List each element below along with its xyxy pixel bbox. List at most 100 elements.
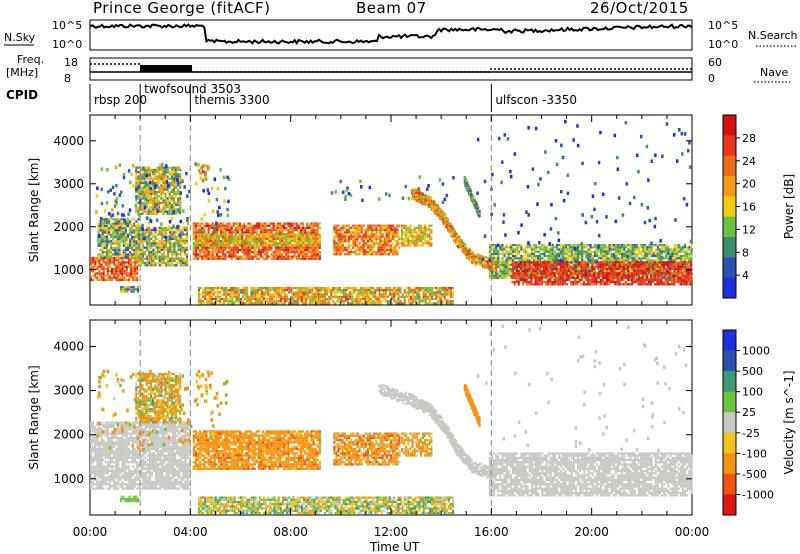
echo-cell xyxy=(384,297,387,301)
echo-cell xyxy=(158,244,161,247)
echo-cell xyxy=(426,286,429,290)
echo-cell xyxy=(383,253,386,256)
echo-cell xyxy=(547,252,550,255)
echo-cell xyxy=(585,255,588,258)
echo-cell xyxy=(396,231,399,234)
echo-cell xyxy=(422,231,425,234)
echo-cell xyxy=(348,226,351,229)
echo-cell xyxy=(113,276,116,279)
echo-cell xyxy=(381,242,384,245)
echo-cell xyxy=(409,235,412,238)
echo-cell xyxy=(439,291,442,294)
echo-cell xyxy=(604,244,607,247)
echo-cell xyxy=(302,293,305,296)
echo-cell xyxy=(616,257,619,260)
echo-cell xyxy=(100,263,103,266)
echo-cell xyxy=(426,240,429,243)
echo-cell xyxy=(266,242,269,245)
echo-cell xyxy=(278,239,281,242)
echo-cell xyxy=(260,286,263,290)
echo-cell xyxy=(539,272,542,275)
echo-cell xyxy=(347,297,350,301)
echo-cell xyxy=(101,235,104,238)
echo-cell xyxy=(151,190,154,193)
echo-cell xyxy=(539,257,542,260)
echo-cell xyxy=(175,264,178,267)
echo-cell xyxy=(100,259,103,262)
echo-cell xyxy=(129,270,132,273)
echo-cell xyxy=(137,237,140,240)
echo-cell xyxy=(520,257,523,260)
echo-cell xyxy=(572,257,575,260)
echo-cell xyxy=(132,276,135,279)
echo-cell xyxy=(256,300,259,303)
echo-cell xyxy=(264,239,267,242)
echo-cell xyxy=(570,250,573,253)
echo-cell xyxy=(266,235,269,238)
echo-cell xyxy=(541,252,544,255)
echo-cell xyxy=(393,300,396,303)
echo-cell xyxy=(314,229,317,232)
echo-cell xyxy=(511,259,514,262)
echo-cell xyxy=(505,261,508,264)
echo-cell xyxy=(310,255,313,258)
echo-cell xyxy=(302,239,305,242)
echo-cell xyxy=(170,190,173,193)
echo-cell xyxy=(547,250,550,253)
echo-cell xyxy=(150,237,153,240)
echo-cell xyxy=(114,242,117,245)
echo-cell xyxy=(166,206,169,209)
echo-cell xyxy=(135,220,138,223)
echo-cell xyxy=(250,289,253,292)
echo-cell xyxy=(364,237,367,240)
echo-cell xyxy=(392,246,395,249)
echo-cell xyxy=(312,253,315,256)
echo-cell xyxy=(337,240,340,243)
echo-cell xyxy=(392,253,395,256)
echo-cell xyxy=(244,293,247,296)
echo-cell xyxy=(105,246,108,249)
echo-cell xyxy=(170,197,173,200)
echo-cell xyxy=(497,263,500,266)
echo-cell xyxy=(373,242,376,245)
echo-cell xyxy=(234,253,237,256)
echo-cell xyxy=(173,244,176,247)
echo-cell xyxy=(627,248,630,251)
echo-cell xyxy=(654,252,657,255)
echo-cell xyxy=(264,231,267,234)
echo-cell xyxy=(640,257,643,260)
echo-cell xyxy=(197,222,200,225)
echo-cell xyxy=(302,229,305,232)
echo-cell xyxy=(648,244,651,247)
echo-cell xyxy=(147,212,150,215)
echo-cell xyxy=(304,257,307,260)
echo-cell xyxy=(137,222,140,225)
echo-cell xyxy=(156,246,159,249)
echo-cell xyxy=(337,233,340,236)
echo-cell xyxy=(194,231,197,234)
echo-cell xyxy=(428,237,431,240)
echo-cell xyxy=(365,297,368,301)
echo-cell xyxy=(135,175,138,178)
echo-cell xyxy=(631,257,634,260)
echo-cell xyxy=(409,240,412,243)
echo-cell xyxy=(158,246,161,249)
echo-cell xyxy=(129,261,132,264)
echo-cell xyxy=(136,290,139,293)
echo-cell xyxy=(553,257,556,260)
echo-cell xyxy=(278,235,281,238)
echo-cell xyxy=(313,300,316,303)
echo-cell xyxy=(356,246,359,249)
echo-cell xyxy=(262,257,265,260)
echo-cell xyxy=(253,226,256,230)
echo-cell xyxy=(281,289,284,292)
echo-cell xyxy=(443,295,446,298)
echo-cell xyxy=(210,291,213,294)
echo-cell xyxy=(139,237,142,240)
echo-cell xyxy=(593,250,596,253)
echo-cell xyxy=(135,251,138,254)
echo-cell xyxy=(600,244,603,247)
echo-cell xyxy=(413,244,416,247)
echo-cell xyxy=(612,244,615,247)
